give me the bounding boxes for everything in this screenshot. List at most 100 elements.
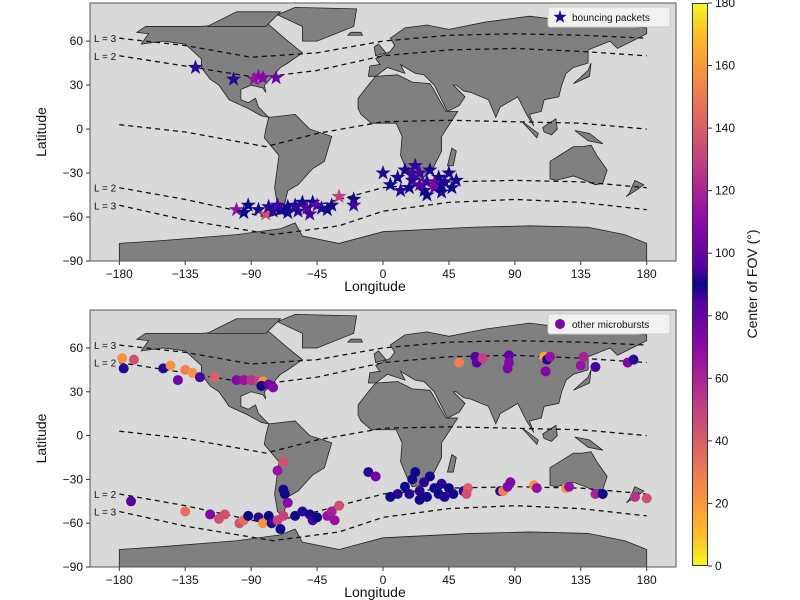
landmass <box>625 179 645 197</box>
data-point-circle <box>414 494 425 505</box>
data-point-star <box>382 176 398 192</box>
data-point-star <box>346 197 362 212</box>
data-point-star <box>448 172 464 187</box>
data-point-star <box>228 201 245 217</box>
colorbar-tick-label: 20 <box>715 496 729 510</box>
y-tick-label: −60 <box>63 210 84 224</box>
l-shell-label: L = 3 <box>94 508 117 519</box>
data-point-circle <box>641 493 652 504</box>
legend-star-icon <box>553 10 567 23</box>
data-point-star <box>422 162 438 177</box>
landmass <box>574 130 603 145</box>
data-point-circle <box>194 372 205 383</box>
data-point-circle <box>439 491 450 502</box>
y-tick-label: −60 <box>63 516 84 530</box>
legend-label: bouncing packets <box>572 13 650 24</box>
data-point-star <box>434 184 450 199</box>
l-shell-line-eq <box>119 119 647 148</box>
landmass <box>276 313 358 349</box>
data-point-circle <box>540 366 551 377</box>
data-point-star <box>299 200 315 215</box>
colorbar-label: Center of FOV (°) <box>744 229 760 339</box>
data-point-circle <box>118 363 129 374</box>
data-point-star <box>255 69 271 85</box>
legend-label: other microbursts <box>572 320 649 331</box>
data-point-circle <box>243 510 254 521</box>
data-point-circle <box>629 491 640 502</box>
landmass <box>346 31 364 36</box>
data-point-circle <box>503 350 514 361</box>
landmass <box>135 21 304 118</box>
landmass <box>446 147 457 167</box>
data-point-star <box>375 165 391 180</box>
data-point-circle <box>209 372 220 383</box>
x-tick-label: 135 <box>571 573 591 587</box>
landmass <box>357 74 459 181</box>
data-point-star <box>280 204 296 220</box>
data-point-star <box>393 182 409 198</box>
data-point-star <box>441 165 457 180</box>
landmass <box>135 328 304 425</box>
l-shell-label: L = 3 <box>94 34 117 45</box>
colorbar-tick-label: 180 <box>715 0 735 10</box>
data-point-circle <box>597 488 608 499</box>
map-panel-2: L = 3 L = 2 L = 2 L = 3 −180 −135 −90 −45 0 45 90 1… <box>33 309 677 600</box>
l-shell-label: L = 2 <box>94 490 117 501</box>
data-point-star <box>269 197 286 212</box>
data-point-star <box>331 188 347 203</box>
data-point-circle <box>414 486 425 497</box>
landmass <box>542 118 558 136</box>
landmass <box>574 436 603 451</box>
landmass <box>118 528 648 567</box>
data-point-star <box>261 198 277 214</box>
data-point-circle <box>326 506 337 517</box>
data-point-circle <box>219 509 230 520</box>
data-point-star <box>407 157 423 173</box>
data-point-circle <box>117 353 128 364</box>
colorbar-tick-label: 140 <box>715 121 735 135</box>
landmass <box>367 15 648 127</box>
data-point-star <box>305 194 321 209</box>
data-point-star <box>434 176 450 192</box>
data-point-circle <box>272 465 283 476</box>
data-point-circle <box>564 481 575 492</box>
data-point-circle <box>268 382 279 393</box>
landmass <box>373 43 387 57</box>
colorbar-tick-label: 40 <box>715 434 729 448</box>
data-point-circle <box>410 467 421 478</box>
data-point-circle <box>275 524 286 535</box>
data-point-circle <box>590 361 601 372</box>
x-tick-label: −180 <box>106 573 133 587</box>
colorbar <box>692 3 708 566</box>
data-point-circle <box>477 353 488 364</box>
data-point-circle <box>502 363 513 374</box>
data-point-star <box>258 206 274 221</box>
x-tick-label: 180 <box>637 573 657 587</box>
y-tick-label: 0 <box>76 122 83 136</box>
y-axis-label: Latitude <box>33 107 49 157</box>
data-point-star <box>265 203 281 218</box>
data-point-star <box>187 59 204 74</box>
x-axis-label: Longitude <box>344 278 406 294</box>
data-point-circle <box>126 496 137 507</box>
data-point-circle <box>575 360 586 371</box>
x-tick-label: −90 <box>241 573 262 587</box>
map-content <box>118 6 648 261</box>
landmass <box>207 11 282 27</box>
landmass <box>263 113 333 211</box>
data-point-star <box>226 71 242 86</box>
l-shell-line-n3 <box>119 340 647 365</box>
data-point-circle <box>165 360 176 371</box>
data-point-star <box>416 182 432 198</box>
x-tick-label: −90 <box>241 267 262 281</box>
data-point-star <box>401 179 417 195</box>
y-tick-label: 30 <box>70 385 84 399</box>
colorbar-tick-label: 100 <box>715 246 735 260</box>
landmass <box>367 322 648 433</box>
data-point-circle <box>128 354 139 365</box>
data-point-star <box>419 187 435 202</box>
y-tick-label: −30 <box>63 472 84 486</box>
l-shell-line-eq <box>119 426 647 454</box>
data-point-star <box>319 201 335 217</box>
data-point-circle <box>290 510 301 521</box>
